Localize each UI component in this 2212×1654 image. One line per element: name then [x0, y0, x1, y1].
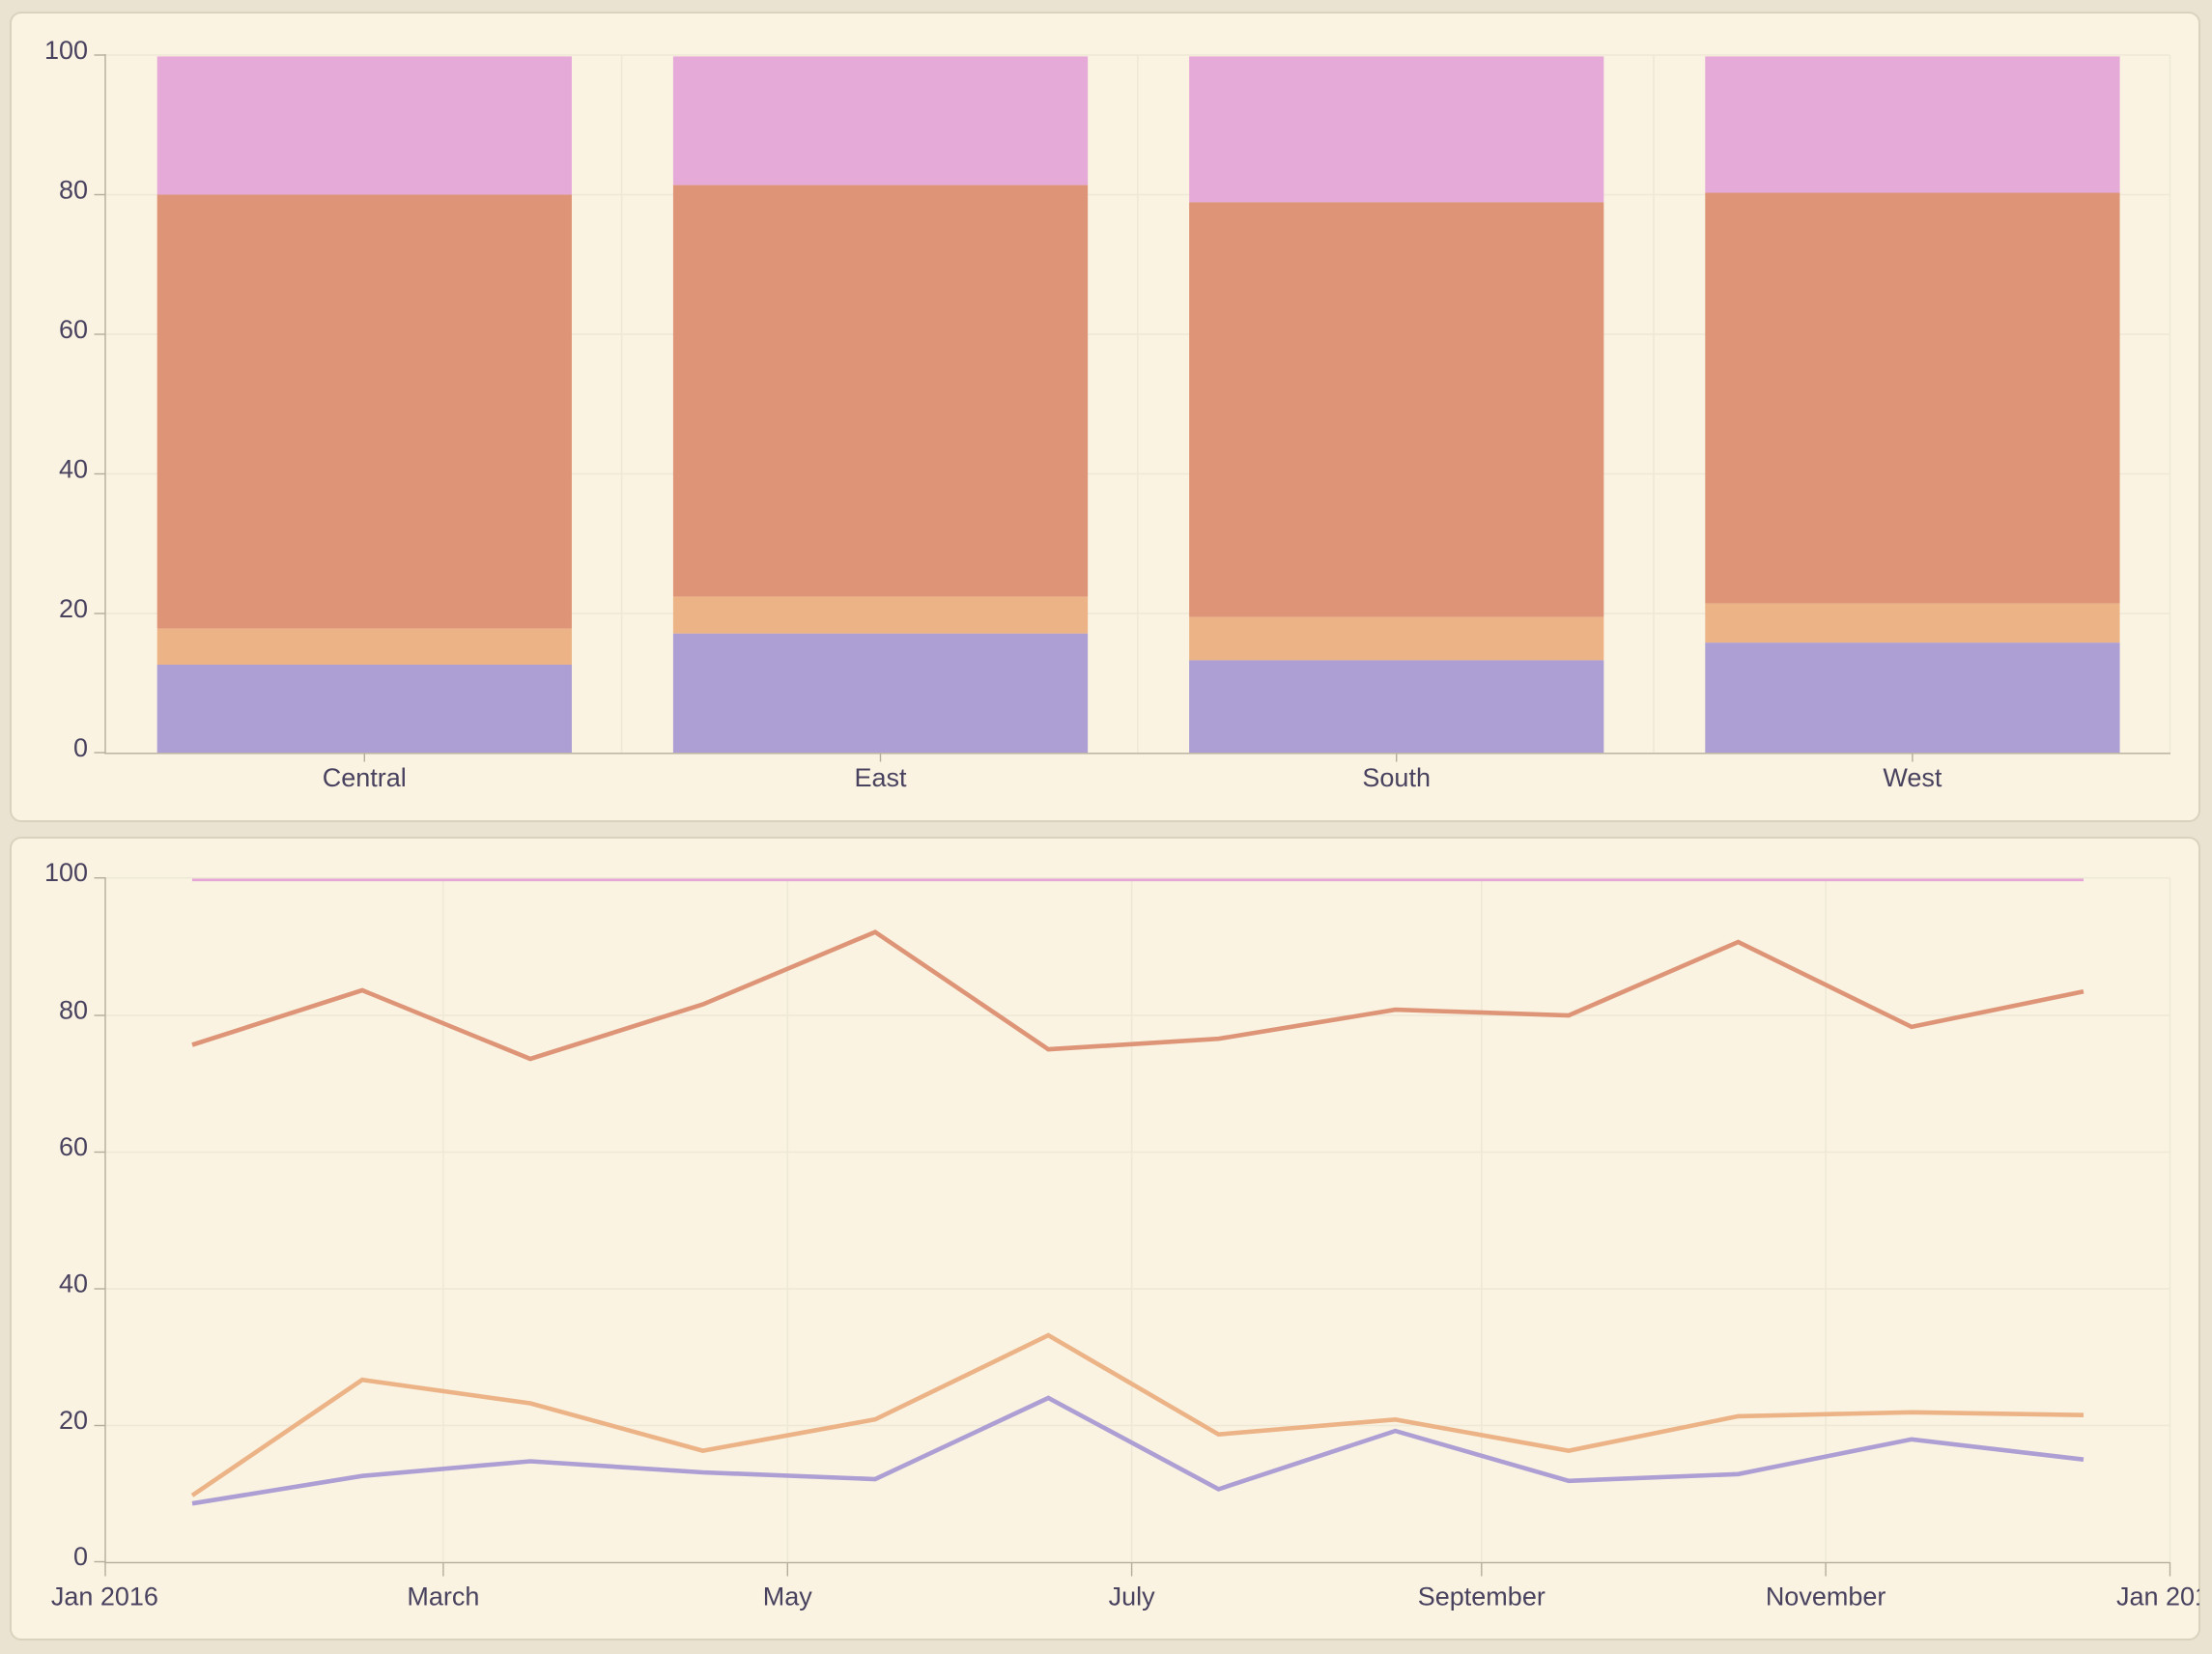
svg-text:March: March [407, 1583, 479, 1611]
svg-text:November: November [1766, 1583, 1886, 1611]
svg-text:40: 40 [59, 455, 88, 484]
svg-text:60: 60 [59, 315, 88, 344]
svg-text:0: 0 [73, 1542, 88, 1571]
svg-text:100: 100 [44, 36, 88, 65]
svg-text:40: 40 [59, 1269, 88, 1298]
svg-text:September: September [1418, 1583, 1546, 1611]
svg-text:Jan 2016: Jan 2016 [51, 1583, 158, 1611]
svg-text:20: 20 [59, 1406, 88, 1435]
svg-text:East: East [854, 763, 907, 792]
svg-text:July: July [1109, 1583, 1156, 1611]
svg-text:60: 60 [59, 1132, 88, 1161]
svg-text:Jan 2017: Jan 2017 [2116, 1583, 2212, 1611]
svg-text:0: 0 [73, 733, 88, 762]
svg-text:100: 100 [44, 858, 88, 887]
svg-text:West: West [1883, 763, 1943, 792]
svg-text:Central: Central [323, 763, 407, 792]
svg-text:South: South [1362, 763, 1431, 792]
svg-text:May: May [763, 1583, 813, 1611]
svg-text:80: 80 [59, 176, 88, 205]
svg-text:80: 80 [59, 996, 88, 1025]
svg-text:20: 20 [59, 594, 88, 623]
